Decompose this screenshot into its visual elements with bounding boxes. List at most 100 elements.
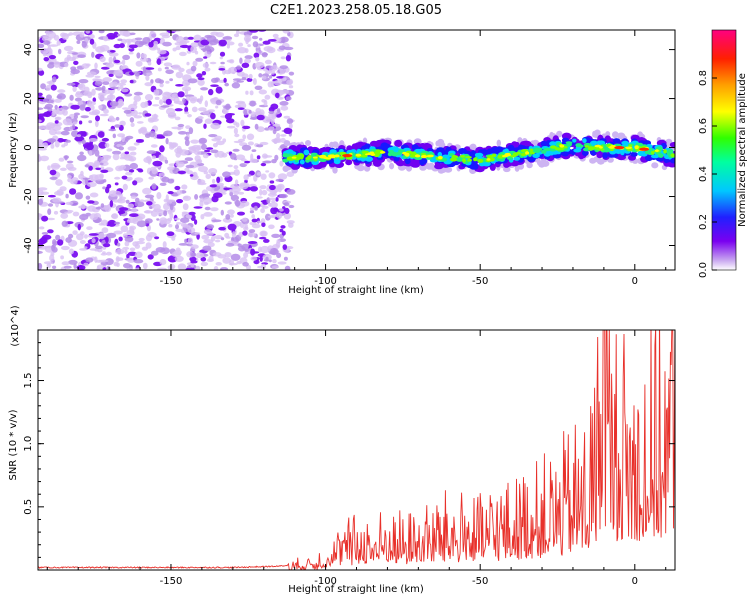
spectrogram-y-axis-label: Frequency (Hz) (8, 112, 19, 188)
noise-blob (38, 113, 49, 117)
noise-blob (227, 209, 235, 215)
noise-blob (202, 62, 210, 68)
signal-blob (621, 140, 630, 146)
noise-blob (247, 44, 251, 48)
noise-blob (50, 143, 55, 149)
noise-blob (283, 127, 293, 134)
noise-blob (235, 100, 246, 104)
noise-blob (165, 194, 169, 202)
noise-blob (133, 115, 143, 119)
noise-blob (81, 63, 90, 69)
noise-blob (279, 208, 284, 212)
signal-blob (541, 160, 550, 167)
noise-blob (248, 30, 259, 33)
noise-blob (177, 170, 186, 175)
noise-blob (233, 165, 239, 170)
noise-blob (279, 65, 288, 69)
noise-blob (61, 245, 70, 251)
noise-blob (181, 211, 188, 215)
noise-blob (157, 49, 167, 55)
noise-blob (89, 38, 95, 45)
colorbar-tick-label: 0.2 (698, 214, 709, 230)
noise-blob (206, 224, 215, 230)
noise-blob (144, 210, 151, 214)
noise-blob (120, 88, 129, 93)
noise-blob (38, 187, 48, 191)
noise-blob (116, 242, 121, 247)
signal-blob (496, 139, 501, 147)
colorbar-ticks: 0.0 0.2 0.4 0.6 0.8 (698, 70, 717, 278)
signal-blob (307, 155, 312, 159)
signal-blob (637, 150, 646, 157)
noise-blob (166, 231, 175, 236)
noise-blob (243, 109, 248, 116)
noise-blob (171, 126, 181, 130)
noise-blob (51, 244, 55, 252)
noise-blob (244, 179, 248, 184)
signal-blob (584, 145, 590, 148)
noise-blob (196, 158, 203, 164)
noise-blob (218, 39, 227, 47)
noise-blob (224, 82, 229, 87)
noise-blob (199, 116, 204, 120)
noise-blob (210, 149, 219, 154)
signal-blob (602, 147, 611, 153)
noise-blob (118, 98, 124, 105)
noise-blob (132, 217, 139, 224)
noise-blob (40, 48, 49, 54)
signal-blob (540, 140, 548, 147)
noise-blob (185, 125, 191, 129)
noise-blob (43, 57, 50, 62)
x-tick-label: -50 (472, 276, 488, 287)
noise-blob (52, 239, 57, 245)
noise-blob (270, 118, 275, 125)
colorbar-tick-label: 0.0 (698, 262, 709, 278)
signal-blob (536, 159, 542, 166)
noise-blob (261, 52, 268, 58)
noise-blob (174, 108, 183, 112)
noise-blob (38, 67, 43, 72)
signal-blob (480, 149, 488, 155)
noise-blob (259, 245, 270, 254)
noise-blob (193, 34, 202, 42)
noise-blob (65, 201, 74, 206)
noise-blob (200, 261, 209, 267)
noise-blob (109, 50, 116, 53)
noise-blob (55, 179, 63, 186)
noise-blob (184, 238, 188, 244)
noise-blob (286, 118, 294, 125)
noise-blob (123, 154, 133, 161)
noise-blob (88, 101, 96, 106)
noise-blob (54, 98, 62, 103)
signal-blob (518, 144, 524, 151)
noise-blob (211, 178, 216, 184)
noise-blob (215, 31, 225, 38)
spectrogram-y-axis: -40 -20 0 20 40 (23, 43, 675, 254)
y-tick-label: 1.5 (23, 373, 34, 389)
noise-blob (190, 244, 199, 249)
noise-blob (52, 197, 62, 203)
noise-blob (41, 215, 49, 222)
signal-blob (669, 141, 675, 148)
noise-blob (105, 251, 112, 256)
colorbar: 0.0 0.2 0.4 0.6 0.8 Normalized spectral ampl… (698, 29, 748, 278)
noise-blob (225, 214, 231, 220)
noise-blob (279, 101, 289, 106)
noise-blob (72, 211, 80, 217)
noise-blob (213, 192, 223, 198)
noise-blob (193, 206, 203, 209)
noise-blob (71, 52, 78, 55)
noise-blob (282, 77, 287, 81)
noise-blob (251, 202, 261, 209)
noise-blob (127, 146, 137, 151)
noise-blob (107, 219, 117, 227)
signal-blob (426, 164, 433, 170)
noise-blob (70, 68, 80, 75)
noise-blob (181, 184, 188, 190)
noise-blob (39, 155, 49, 162)
noise-blob (261, 222, 266, 228)
x-tick-label: -100 (314, 276, 337, 287)
noise-blob (101, 85, 106, 92)
noise-blob (108, 128, 117, 132)
noise-blob (248, 109, 252, 114)
